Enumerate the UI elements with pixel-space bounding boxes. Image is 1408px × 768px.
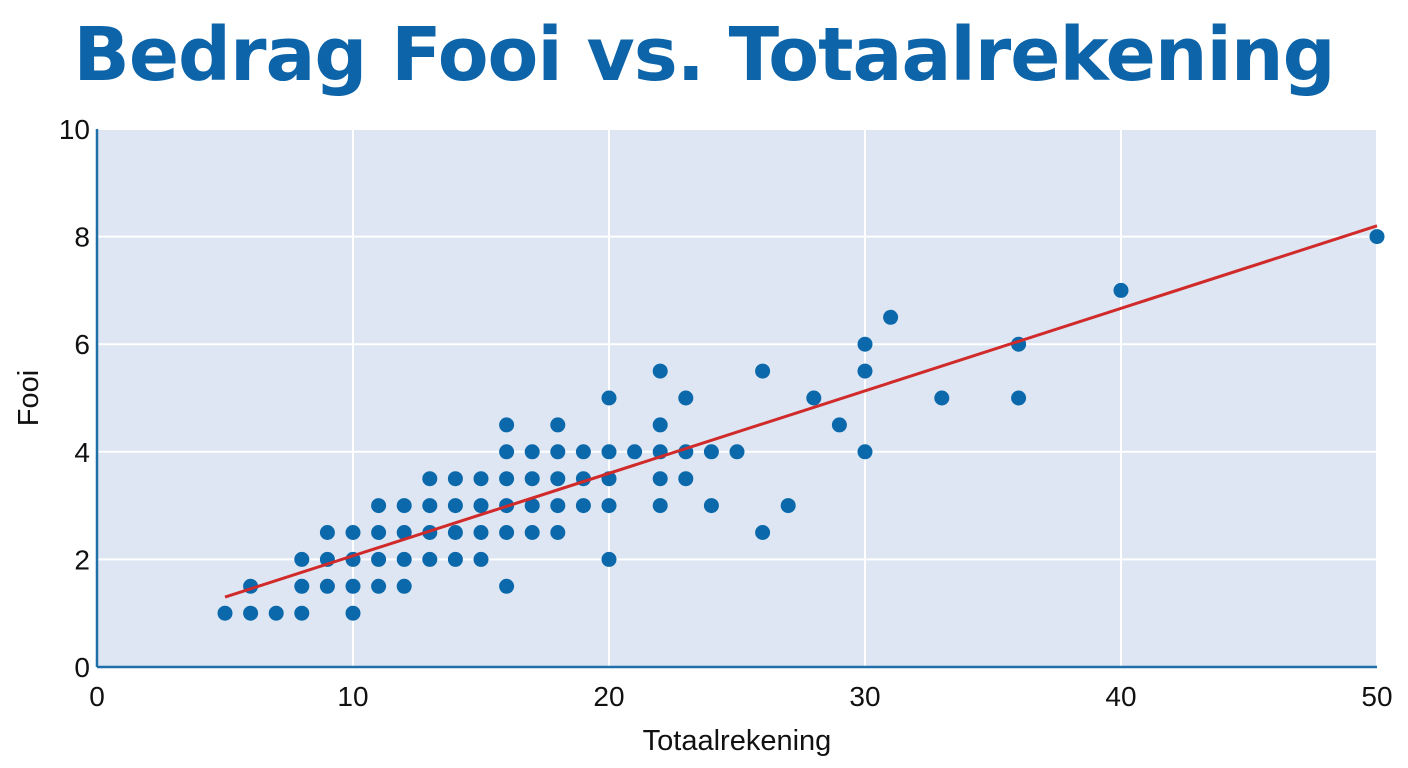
- x-axis-label: Totaalrekening: [643, 725, 832, 757]
- data-point: [652, 498, 668, 514]
- data-point: [524, 525, 540, 540]
- data-point: [806, 390, 822, 406]
- data-point: [345, 525, 361, 540]
- data-point: [883, 309, 899, 325]
- data-point: [831, 417, 847, 433]
- data-point: [601, 390, 617, 406]
- data-point: [447, 525, 463, 540]
- data-point: [1369, 229, 1385, 245]
- x-tick-label: 40: [1105, 681, 1136, 712]
- data-point: [422, 498, 438, 514]
- data-point: [857, 363, 873, 379]
- data-point: [499, 417, 515, 433]
- axes: [95, 129, 1377, 669]
- data-point: [473, 525, 489, 540]
- data-point: [755, 363, 771, 379]
- y-axis-label: Fooi: [13, 370, 45, 426]
- data-point: [499, 471, 515, 487]
- data-point: [243, 605, 259, 621]
- data-point: [575, 444, 591, 460]
- data-point: [678, 471, 694, 487]
- data-point: [447, 551, 463, 567]
- data-point: [371, 578, 387, 594]
- data-point: [294, 578, 310, 594]
- data-point: [601, 444, 617, 460]
- data-point: [294, 551, 310, 567]
- data-point: [601, 498, 617, 514]
- x-tick-label: 50: [1361, 681, 1392, 712]
- y-tick-label: 8: [74, 222, 90, 253]
- data-point: [652, 417, 668, 433]
- data-point: [396, 498, 412, 514]
- x-tick-label: 0: [89, 681, 105, 712]
- y-tick-label: 6: [74, 329, 90, 360]
- data-point: [1011, 390, 1027, 406]
- data-point: [857, 336, 873, 352]
- data-point: [703, 444, 719, 460]
- x-tick-label: 10: [337, 681, 368, 712]
- data-point: [499, 525, 515, 540]
- data-point: [729, 444, 745, 460]
- data-point: [550, 444, 566, 460]
- trendline-group: [224, 224, 1378, 599]
- data-point: [755, 525, 771, 540]
- y-tick-label: 2: [74, 544, 90, 575]
- data-point: [575, 498, 591, 514]
- y-tick-label: 10: [59, 114, 90, 145]
- data-point: [524, 471, 540, 487]
- data-point: [294, 605, 310, 621]
- data-point: [447, 498, 463, 514]
- x-tick-label: 20: [593, 681, 624, 712]
- data-point: [473, 551, 489, 567]
- data-point: [550, 471, 566, 487]
- data-point: [319, 525, 335, 540]
- data-point: [371, 498, 387, 514]
- data-point: [1113, 282, 1129, 298]
- data-point: [371, 525, 387, 540]
- data-point: [447, 471, 463, 487]
- data-point: [780, 498, 796, 514]
- data-point: [473, 498, 489, 514]
- data-point: [345, 578, 361, 594]
- data-point: [550, 498, 566, 514]
- y-tick-label: 0: [74, 652, 90, 683]
- data-point: [371, 551, 387, 567]
- data-point: [499, 578, 515, 594]
- y-tick-label: 4: [74, 437, 90, 468]
- data-point: [345, 605, 361, 621]
- data-point: [422, 471, 438, 487]
- chart-title: Bedrag Fooi vs. Totaalrekening: [73, 12, 1335, 98]
- data-point: [857, 444, 873, 460]
- plot-area: [97, 129, 1377, 667]
- data-point: [524, 444, 540, 460]
- data-point: [396, 525, 412, 540]
- data-point: [268, 605, 284, 621]
- data-point: [652, 363, 668, 379]
- data-point: [396, 578, 412, 594]
- data-point: [217, 605, 233, 621]
- tick-labels: 0 10 20 30 40 50 0 2 4 6 8 10: [59, 114, 1393, 712]
- data-point: [703, 498, 719, 514]
- data-point: [473, 471, 489, 487]
- data-point: [319, 578, 335, 594]
- data-point: [396, 551, 412, 567]
- data-point: [550, 525, 566, 540]
- data-point: [627, 444, 643, 460]
- data-point: [678, 390, 694, 406]
- data-point: [499, 444, 515, 460]
- data-point: [524, 498, 540, 514]
- data-point: [422, 551, 438, 567]
- x-tick-label: 30: [849, 681, 880, 712]
- data-point: [934, 390, 950, 406]
- data-point: [652, 471, 668, 487]
- data-point: [601, 551, 617, 567]
- data-point: [550, 417, 566, 433]
- trendline: [224, 224, 1378, 599]
